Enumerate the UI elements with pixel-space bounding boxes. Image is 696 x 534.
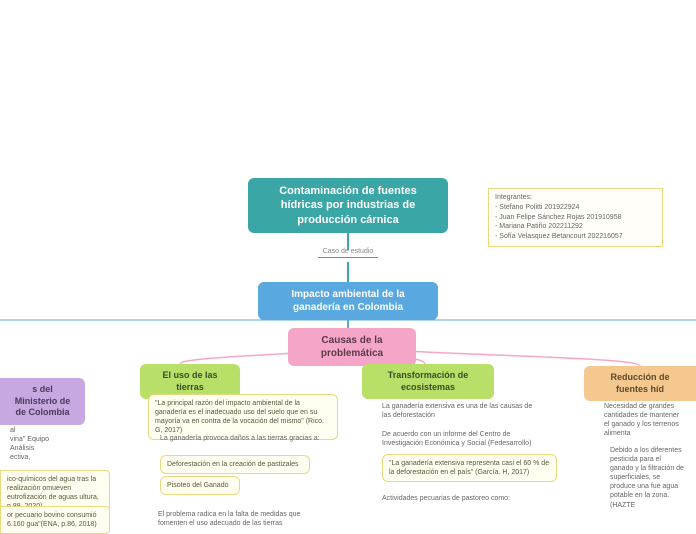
left-text-1: al vina" Equipo Análisis ectiva,: [0, 420, 80, 468]
reduc-text-2: Debido a los diferentes pesticida para e…: [600, 440, 696, 516]
causas-node[interactable]: Causas de la problemática: [288, 328, 416, 366]
uso-text-2: El problema radica en la falta de medida…: [148, 504, 338, 534]
root-node[interactable]: Contaminación de fuentes hídricas por in…: [248, 178, 448, 233]
left-t3: ectiva,: [10, 453, 70, 462]
left-t1: al: [10, 426, 70, 435]
trans-text-3: Actividades pecuarias de pastoreo como:: [372, 488, 532, 509]
member-1: - Stefano Politti 201922924: [495, 203, 656, 213]
members-title: Integrantes:: [495, 193, 656, 203]
uso-box-1: Deforestación en la creación de pastizal…: [160, 455, 310, 474]
members-box: Integrantes: - Stefano Politti 201922924…: [488, 188, 663, 247]
uso-text-1: La ganadería provoca daños a las tierras…: [150, 428, 330, 449]
trans-quote-1: "La ganadería extensiva representa casi …: [382, 454, 557, 482]
member-4: - Sofía Velasquez Betancourt 202216057: [495, 232, 656, 242]
left-yellow-2: or pecuario bovino consumió 6.160 gua"(E…: [0, 506, 110, 534]
connectors: [0, 0, 696, 520]
ministerio-node[interactable]: s del Ministerio de de Colombia: [0, 378, 85, 425]
trans-text-2: De acuerdo con un informe del Centro de …: [372, 424, 552, 454]
left-t2: vina" Equipo Análisis: [10, 435, 70, 453]
transformacion-node[interactable]: Transformación de ecosistemas: [362, 364, 494, 399]
trans-text-1: La ganadería extensiva es una de las cau…: [372, 396, 552, 426]
caso-label: Caso de estudio: [318, 248, 378, 258]
reduc-text-1: Necesidad de grandes cantidades de mante…: [594, 396, 696, 444]
member-3: - Mariana Patiño 202211292: [495, 222, 656, 232]
uso-box-2: Pisoteo del Ganado: [160, 476, 240, 495]
member-2: - Juan Felipe Sánchez Rojas 201910958: [495, 213, 656, 223]
impacto-node[interactable]: Impacto ambiental de la ganadería en Col…: [258, 282, 438, 320]
